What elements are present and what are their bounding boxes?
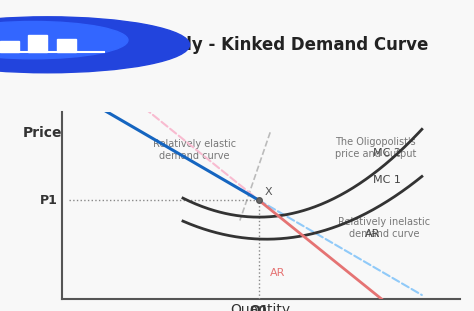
Text: P1: P1 bbox=[40, 194, 58, 207]
Text: Relatively inelastic: Relatively inelastic bbox=[338, 217, 430, 227]
Text: Relatively elastic: Relatively elastic bbox=[153, 139, 236, 149]
Bar bbox=[0, 41, 19, 52]
Text: Oligopoly - Kinked Demand Curve: Oligopoly - Kinked Demand Curve bbox=[114, 36, 428, 54]
Text: X: X bbox=[264, 187, 272, 197]
Bar bbox=[57, 39, 76, 52]
Circle shape bbox=[0, 17, 190, 73]
Text: demand curve: demand curve bbox=[349, 229, 419, 239]
Text: MC 2: MC 2 bbox=[373, 148, 401, 158]
Text: AR: AR bbox=[365, 229, 380, 239]
Bar bbox=[28, 35, 47, 52]
Text: Price: Price bbox=[23, 126, 63, 140]
Text: MC 1: MC 1 bbox=[373, 175, 401, 185]
X-axis label: Quantity: Quantity bbox=[231, 303, 291, 311]
Text: demand curve: demand curve bbox=[159, 151, 229, 161]
Text: AR: AR bbox=[270, 268, 285, 278]
Text: Q1: Q1 bbox=[249, 304, 268, 311]
Circle shape bbox=[0, 21, 128, 59]
Text: The Oligopolist's
price and output: The Oligopolist's price and output bbox=[335, 137, 416, 159]
